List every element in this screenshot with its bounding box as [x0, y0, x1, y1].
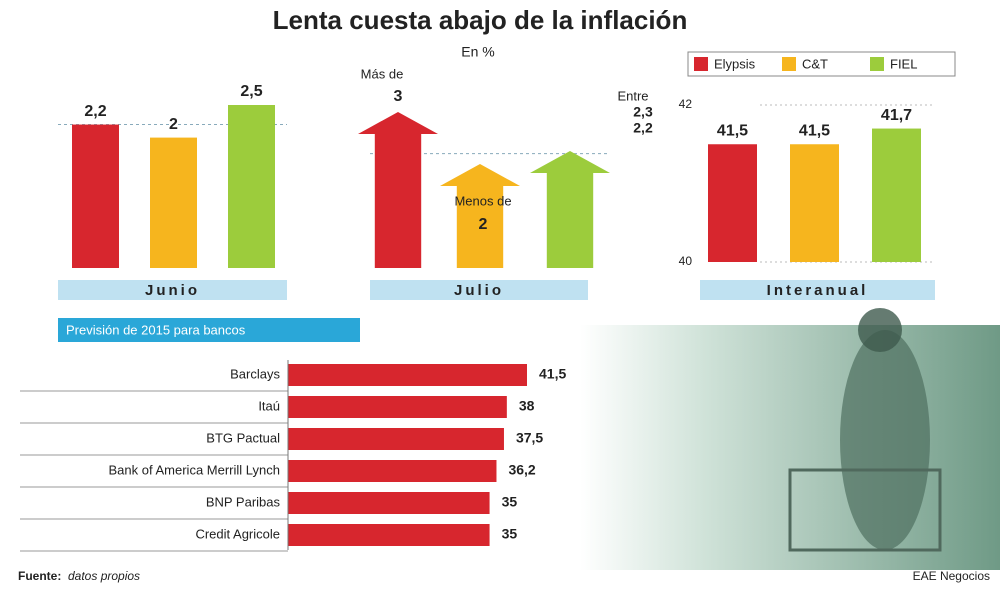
value-label: 35	[502, 494, 518, 510]
bar	[288, 460, 497, 482]
bar	[288, 428, 504, 450]
arrow	[358, 112, 438, 268]
y-tick-label: 40	[679, 254, 693, 268]
annotation: 2	[479, 216, 488, 233]
legend-swatch	[870, 57, 884, 71]
bar	[288, 396, 507, 418]
bar	[288, 524, 490, 546]
value-label: 37,5	[516, 430, 543, 446]
annotation: Entre	[617, 88, 648, 103]
category-label: Julio	[454, 282, 504, 299]
annotation: 3	[394, 88, 403, 105]
legend	[687, 51, 956, 77]
legend-label: FIEL	[890, 56, 917, 71]
bar	[708, 144, 757, 262]
bar	[228, 105, 275, 268]
section-title: Previsión de 2015 para bancos	[66, 322, 246, 337]
category-label: Credit Agricole	[195, 526, 280, 541]
legend-label: Elypsis	[714, 56, 756, 71]
value-label: 2	[169, 116, 178, 133]
value-label: 38	[519, 398, 535, 414]
y-tick-label: 42	[679, 97, 693, 111]
value-label: 41,5	[799, 122, 830, 139]
annotation: Más de	[361, 66, 404, 81]
source-label: Fuente:	[18, 569, 61, 583]
category-label: Interanual	[767, 282, 869, 299]
bar	[288, 492, 490, 514]
photo-cart	[788, 468, 942, 552]
category-label: BNP Paribas	[206, 494, 281, 509]
category-strip	[700, 280, 935, 300]
subtitle: En %	[461, 44, 494, 60]
value-label: 36,2	[508, 462, 535, 478]
value-label: 41,5	[717, 122, 748, 139]
section-header	[58, 318, 360, 342]
legend-swatch	[782, 57, 796, 71]
value-label: 2,5	[240, 83, 262, 100]
annotation: 2,3	[633, 104, 653, 120]
category-label: Bank of America Merrill Lynch	[109, 462, 280, 477]
bar	[790, 144, 839, 262]
photo-head	[858, 308, 902, 352]
source: datos propios	[68, 569, 140, 583]
arrow	[440, 164, 520, 268]
photo-figure	[840, 330, 930, 550]
annotation: 2,2	[633, 120, 653, 136]
category-label: Barclays	[230, 366, 280, 381]
bar	[872, 128, 921, 262]
category-label: Itaú	[258, 398, 280, 413]
category-label: BTG Pactual	[206, 430, 280, 445]
title: Lenta cuesta abajo de la inflación	[273, 5, 688, 35]
credit: EAE Negocios	[913, 569, 990, 583]
category-strip	[58, 280, 287, 300]
bar	[288, 364, 527, 386]
value-label: 35	[502, 526, 518, 542]
bar	[150, 137, 197, 268]
legend-swatch	[694, 57, 708, 71]
legend-label: C&T	[802, 56, 828, 71]
category-strip	[370, 280, 588, 300]
value-label: 41,7	[881, 107, 912, 124]
arrow	[530, 151, 610, 268]
bar	[72, 124, 119, 268]
annotation: Menos de	[454, 193, 511, 208]
value-label: 2,2	[84, 103, 106, 120]
category-label: Junio	[145, 282, 200, 299]
value-label: 41,5	[539, 366, 566, 382]
